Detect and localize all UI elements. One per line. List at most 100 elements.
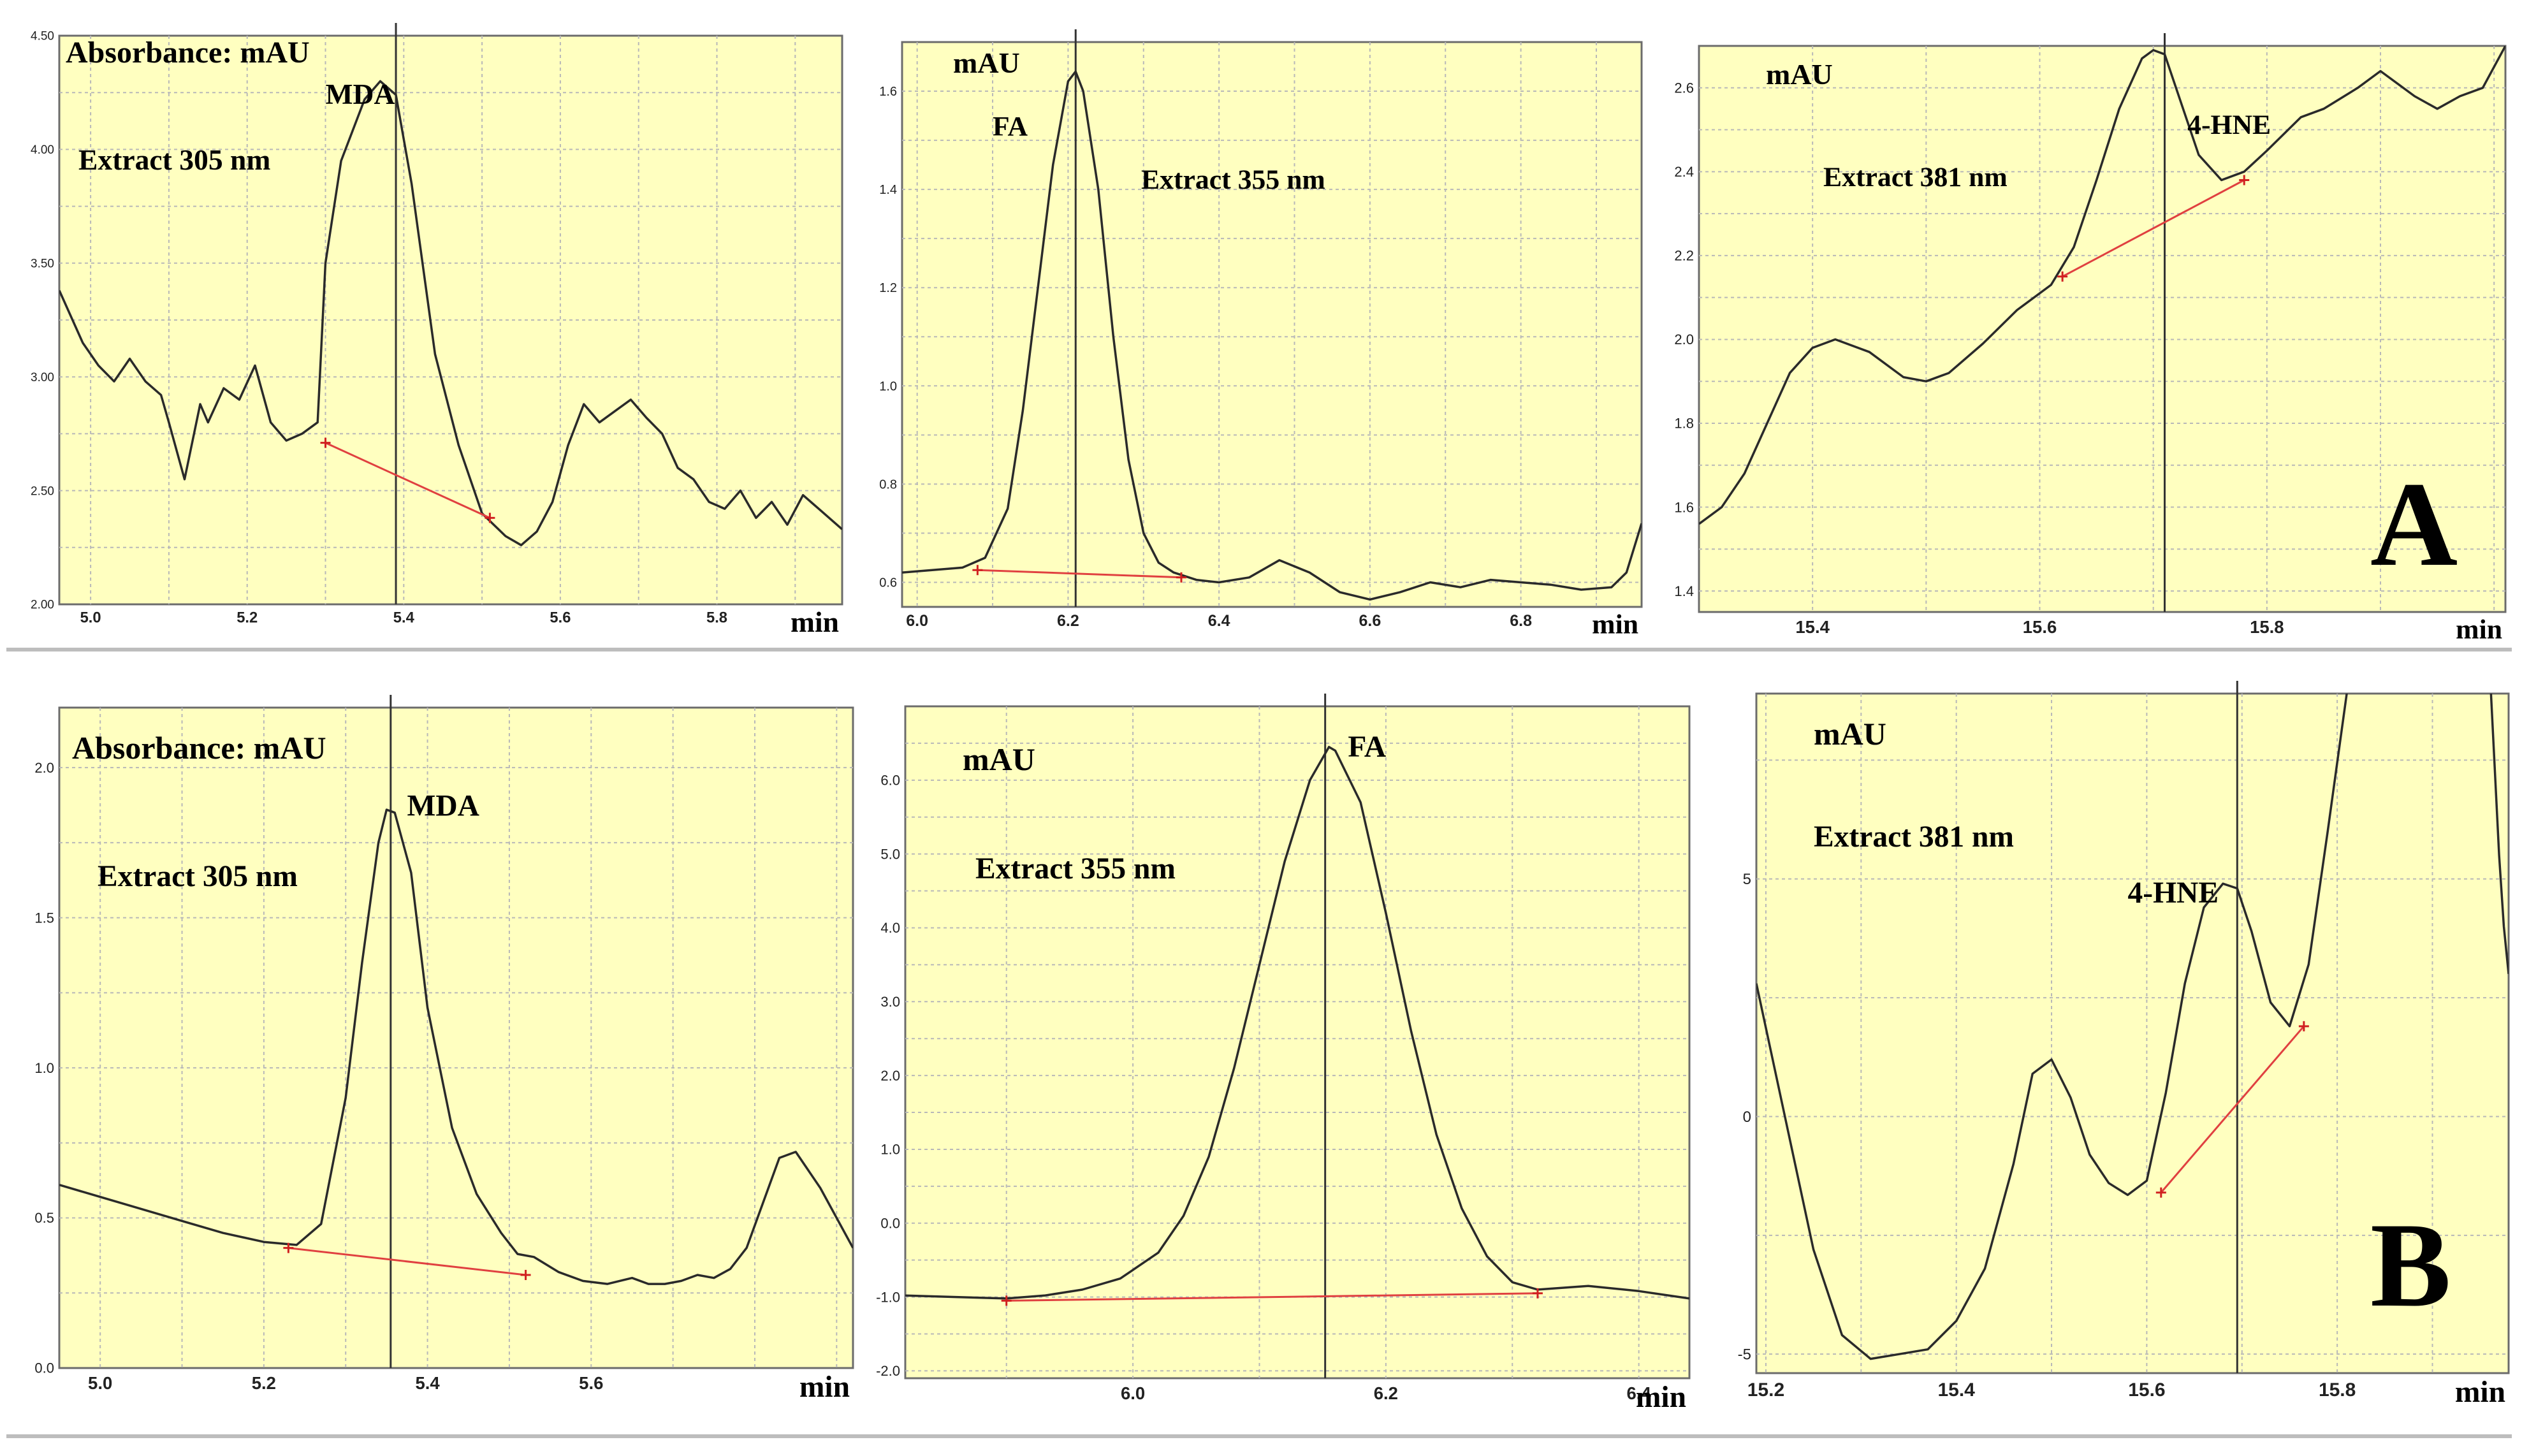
c4-baseline-endpoint xyxy=(283,1242,294,1253)
c2-xtick-label: 6.8 xyxy=(1510,612,1532,630)
c2-series-line-1 xyxy=(902,70,1642,601)
bottom-border xyxy=(6,1434,2512,1438)
c5-baseline-endpoint xyxy=(1532,1288,1543,1299)
c5-xtick-label: 6.4 xyxy=(1627,1383,1652,1403)
c5-ytick-label: 3.0 xyxy=(880,994,900,1010)
c3-series-line-1 xyxy=(1699,46,2505,525)
c1-peak-label: MDA xyxy=(326,78,395,110)
c4-peak-label: MDA xyxy=(407,790,479,823)
c3-ytick-label: 1.8 xyxy=(1674,416,1694,432)
c4-xtick-label: 5.0 xyxy=(88,1373,112,1393)
c5-xaxis-label: min xyxy=(1636,1381,1686,1414)
c5-ytick-label: 4.0 xyxy=(880,920,900,936)
c5-ytick-label: 1.0 xyxy=(880,1142,900,1158)
c2-xaxis-label: min xyxy=(1592,609,1638,639)
c2-ytick-label: 0.8 xyxy=(879,477,897,491)
c4-ytick-label: 1.5 xyxy=(34,910,54,926)
c3-ytick-label: 2.0 xyxy=(1674,331,1694,347)
c3-wavelength-label: Extract 381 nm xyxy=(1823,162,2008,193)
c1-ytick-label: 2.50 xyxy=(31,484,54,498)
c4-series-line-1 xyxy=(59,808,853,1285)
c3-ytick-label: 2.2 xyxy=(1674,248,1694,264)
c3-plot-area xyxy=(1698,45,2507,613)
c6-ytick-label: 5 xyxy=(1743,871,1751,888)
c2-plot-area xyxy=(901,41,1643,608)
c2-ytick-label: 1.4 xyxy=(879,183,897,197)
c3-ytick-label: 2.6 xyxy=(1674,80,1694,96)
c3-xtick-label: 15.8 xyxy=(2250,617,2284,637)
c4-xaxis-label: min xyxy=(799,1371,850,1404)
c4-ytick-label: 0.5 xyxy=(34,1210,54,1226)
c1-integration-baseline xyxy=(324,442,491,519)
chart-panel-b3: -5 0 5 15.2 15.4 15.6 15.8 min mAU Extract 381 nm… xyxy=(1715,681,2518,1438)
c5-peak-label: FA xyxy=(1348,731,1386,764)
c3-title: mAU xyxy=(1766,58,1833,91)
c3-baseline-endpoint xyxy=(2239,175,2250,186)
c5-xtick-label: 6.2 xyxy=(1374,1383,1398,1403)
c6-xtick-label: 15.6 xyxy=(2128,1380,2165,1401)
c5-plot-area xyxy=(904,705,1691,1380)
c1-wavelength-label: Extract 305 nm xyxy=(78,143,270,176)
c6-xtick-label: 15.8 xyxy=(2319,1380,2356,1401)
c5-ytick-label: 6.0 xyxy=(880,773,900,789)
c3-ytick-label: 1.6 xyxy=(1674,499,1694,515)
c1-gridlines xyxy=(59,36,842,604)
c5-ytick-label: -2.0 xyxy=(876,1363,900,1379)
c1-ytick-label: 4.50 xyxy=(31,30,54,43)
c2-ytick-label: 1.6 xyxy=(879,85,897,99)
c1-xtick-label: 5.0 xyxy=(80,609,101,627)
c6-xtick-label: 15.4 xyxy=(1937,1380,1975,1401)
c2-xtick-label: 6.6 xyxy=(1359,612,1381,630)
c5-ytick-label: 2.0 xyxy=(880,1068,900,1084)
c1-baseline-endpoint xyxy=(320,437,331,448)
c2-xtick-label: 6.2 xyxy=(1057,612,1079,630)
c4-ytick-label: 0.0 xyxy=(34,1360,54,1376)
c1-series-line-1 xyxy=(59,80,842,546)
chart-panel-b1: 0.0 0.5 1.0 1.5 2.0 5.0 5.2 5.4 5.6 min Absorbance… xyxy=(3,682,864,1434)
c4-xtick-label: 5.2 xyxy=(252,1373,276,1393)
c2-ytick-label: 1.2 xyxy=(879,281,897,295)
c4-ytick-label: 2.0 xyxy=(34,760,54,776)
c1-ytick-label: 3.50 xyxy=(31,257,54,270)
c6-xtick-label: 15.2 xyxy=(1747,1380,1784,1401)
c1-ytick-label: 2.00 xyxy=(31,599,54,612)
c4-baseline-endpoint xyxy=(520,1270,531,1281)
c2-gridlines xyxy=(902,42,1642,607)
c3-peak-label: 4-HNE xyxy=(2187,110,2271,140)
c6-xaxis-label: min xyxy=(2455,1376,2505,1409)
c6-ytick-label: 0 xyxy=(1743,1109,1751,1126)
c6-wavelength-label: Extract 381 nm xyxy=(1814,820,2014,854)
c4-xtick-label: 5.6 xyxy=(579,1373,603,1393)
c2-ytick-label: 0.6 xyxy=(879,576,897,590)
c2-wavelength-label: Extract 355 nm xyxy=(1141,164,1325,195)
c3-gridlines xyxy=(1699,46,2505,612)
c1-title: Absorbance: mAU xyxy=(66,36,310,69)
c5-baseline-endpoint xyxy=(1001,1295,1012,1306)
c2-xtick-label: 6.4 xyxy=(1208,612,1230,630)
c6-integration-baseline xyxy=(2160,1025,2305,1193)
c3-xtick-label: 15.4 xyxy=(1795,617,1830,637)
c5-series-line-1 xyxy=(905,745,1689,1300)
c1-xtick-label: 5.8 xyxy=(706,609,727,627)
c3-xtick-label: 15.6 xyxy=(2023,617,2057,637)
chart-panel-a3: 1.4 1.6 1.8 2.0 2.2 2.4 2.6 15.4 15.6 15.8 min mAU E… xyxy=(1656,33,2518,652)
c2-xtick-label: 6.0 xyxy=(906,612,928,630)
c1-xaxis-label: min xyxy=(791,606,839,638)
row-separator xyxy=(6,648,2512,652)
c1-ytick-label: 3.00 xyxy=(31,371,54,384)
c6-series-line-2 xyxy=(2489,694,2509,974)
c2-title: mAU xyxy=(953,47,1020,79)
c5-wavelength-label: Extract 355 nm xyxy=(975,852,1176,885)
c6-ytick-label: -5 xyxy=(1738,1346,1751,1364)
c4-plot-area xyxy=(58,706,854,1369)
c3-xaxis-label: min xyxy=(2456,614,2502,644)
c6-series-line-1 xyxy=(1756,694,2348,1360)
c2-peak-label: FA xyxy=(993,111,1028,142)
chart-panel-a2: 0.6 0.8 1.0 1.2 1.4 1.6 6.0 6.2 6.4 6.6 6.8 min mAU E… xyxy=(867,29,1651,652)
c5-ytick-label: 5.0 xyxy=(880,846,900,862)
c3-integration-baseline xyxy=(2062,179,2245,278)
figure-label-b: B xyxy=(2370,1198,2451,1332)
c5-gridlines xyxy=(905,706,1689,1378)
c6-baseline-endpoint xyxy=(2298,1021,2309,1031)
figure-label-a: A xyxy=(2370,458,2458,592)
